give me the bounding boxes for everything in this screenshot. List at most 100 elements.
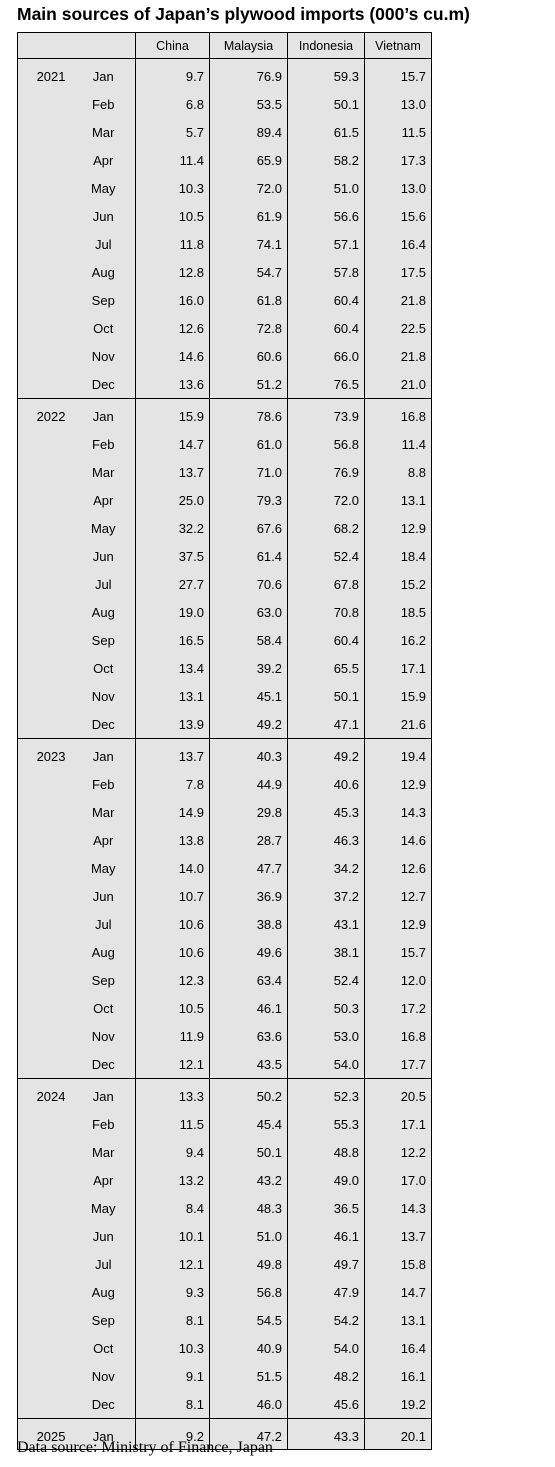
- value-cell-malaysia: 72.0: [209, 174, 288, 202]
- value-cell-vietnam: 14.3: [364, 798, 432, 826]
- value-cell-vietnam: 17.1: [364, 1110, 432, 1138]
- value-cell-vietnam: 15.9: [364, 682, 432, 710]
- table-row: Nov 13.1 45.1 50.1 15.9: [17, 682, 432, 710]
- value-cell-indonesia: 52.4: [287, 542, 365, 570]
- table-row: Jul 27.7 70.6 67.8 15.2: [17, 570, 432, 598]
- value-cell-vietnam: 18.4: [364, 542, 432, 570]
- value-cell-vietnam: 15.6: [364, 202, 432, 230]
- year-cell: [17, 570, 72, 598]
- year-cell: [17, 938, 72, 966]
- month-cell: Sep: [71, 626, 136, 654]
- table-row: Oct 10.5 46.1 50.3 17.2: [17, 994, 432, 1022]
- value-cell-vietnam: 16.4: [364, 230, 432, 258]
- year-group-2024: 2024 Jan 13.3 50.2 52.3 20.5 Feb 11.5 45.4 55.3 17…: [17, 1078, 432, 1419]
- data-source-note: Data source: Ministry of Finance, Japan: [17, 1439, 273, 1456]
- value-cell-vietnam: 17.1: [364, 654, 432, 682]
- value-cell-malaysia: 89.4: [209, 118, 288, 146]
- value-cell-vietnam: 13.1: [364, 486, 432, 514]
- value-cell-indonesia: 60.4: [287, 626, 365, 654]
- table-row: Nov 9.1 51.5 48.2 16.1: [17, 1362, 432, 1390]
- value-cell-vietnam: 17.7: [364, 1050, 432, 1079]
- value-cell-indonesia: 38.1: [287, 938, 365, 966]
- month-cell: Aug: [71, 1278, 136, 1306]
- value-cell-indonesia: 45.3: [287, 798, 365, 826]
- value-cell-china: 16.0: [135, 286, 210, 314]
- year-cell: [17, 342, 72, 370]
- value-cell-indonesia: 45.6: [287, 1390, 365, 1419]
- value-cell-indonesia: 55.3: [287, 1110, 365, 1138]
- value-cell-china: 37.5: [135, 542, 210, 570]
- value-cell-china: 10.6: [135, 910, 210, 938]
- value-cell-china: 13.1: [135, 682, 210, 710]
- value-cell-vietnam: 17.3: [364, 146, 432, 174]
- table-row: May 14.0 47.7 34.2 12.6: [17, 854, 432, 882]
- value-cell-vietnam: 14.7: [364, 1278, 432, 1306]
- value-cell-vietnam: 18.5: [364, 598, 432, 626]
- value-cell-malaysia: 38.8: [209, 910, 288, 938]
- value-cell-indonesia: 49.2: [287, 738, 365, 770]
- column-header: Vietnam: [364, 32, 432, 59]
- value-cell-vietnam: 12.9: [364, 514, 432, 542]
- month-cell: Oct: [71, 314, 136, 342]
- value-cell-china: 16.5: [135, 626, 210, 654]
- year-cell: [17, 314, 72, 342]
- month-cell: Nov: [71, 682, 136, 710]
- table-row: Sep 8.1 54.5 54.2 13.1: [17, 1306, 432, 1334]
- year-cell: [17, 966, 72, 994]
- value-cell-indonesia: 48.8: [287, 1138, 365, 1166]
- value-cell-malaysia: 78.6: [209, 398, 288, 430]
- value-cell-china: 11.5: [135, 1110, 210, 1138]
- column-header: China: [135, 32, 210, 59]
- month-cell: Mar: [71, 1138, 136, 1166]
- column-header: Indonesia: [287, 32, 365, 59]
- value-cell-indonesia: 61.5: [287, 118, 365, 146]
- value-cell-vietnam: 15.7: [364, 938, 432, 966]
- table-row: Jun 10.5 61.9 56.6 15.6: [17, 202, 432, 230]
- month-cell: Dec: [71, 710, 136, 739]
- table-row: May 10.3 72.0 51.0 13.0: [17, 174, 432, 202]
- table-row: 2022 Jan 15.9 78.6 73.9 16.8: [17, 398, 432, 430]
- value-cell-china: 12.8: [135, 258, 210, 286]
- value-cell-vietnam: 16.4: [364, 1334, 432, 1362]
- value-cell-china: 15.9: [135, 398, 210, 430]
- value-cell-malaysia: 50.2: [209, 1078, 288, 1110]
- value-cell-indonesia: 52.3: [287, 1078, 365, 1110]
- value-cell-china: 13.4: [135, 654, 210, 682]
- value-cell-indonesia: 59.3: [287, 58, 365, 90]
- table-row: Apr 11.4 65.9 58.2 17.3: [17, 146, 432, 174]
- value-cell-vietnam: 12.2: [364, 1138, 432, 1166]
- chart-title: Main sources of Japan’s plywood imports …: [17, 4, 470, 24]
- month-cell: Jul: [71, 1250, 136, 1278]
- table-row: Sep 16.0 61.8 60.4 21.8: [17, 286, 432, 314]
- year-cell: [17, 1050, 72, 1079]
- value-cell-vietnam: 17.0: [364, 1166, 432, 1194]
- year-cell: [17, 202, 72, 230]
- year-cell: [17, 118, 72, 146]
- table-row: May 8.4 48.3 36.5 14.3: [17, 1194, 432, 1222]
- year-group-2023: 2023 Jan 13.7 40.3 49.2 19.4 Feb 7.8 44.9 40.6 12.…: [17, 738, 432, 1079]
- year-cell: [17, 854, 72, 882]
- year-cell: [17, 598, 72, 626]
- table-row: Apr 13.8 28.7 46.3 14.6: [17, 826, 432, 854]
- value-cell-vietnam: 20.1: [364, 1418, 432, 1450]
- header-row: China Malaysia Indonesia Vietnam: [17, 32, 432, 59]
- table-row: 2021 Jan 9.7 76.9 59.3 15.7: [17, 58, 432, 90]
- value-cell-vietnam: 13.1: [364, 1306, 432, 1334]
- value-cell-indonesia: 57.8: [287, 258, 365, 286]
- plywood-imports-table: China Malaysia Indonesia Vietnam 2021 Jan…: [17, 32, 432, 1450]
- value-cell-malaysia: 45.1: [209, 682, 288, 710]
- year-cell: [17, 1250, 72, 1278]
- value-cell-china: 14.6: [135, 342, 210, 370]
- value-cell-china: 13.9: [135, 710, 210, 739]
- table-row: Nov 11.9 63.6 53.0 16.8: [17, 1022, 432, 1050]
- value-cell-china: 13.8: [135, 826, 210, 854]
- month-cell: Jan: [71, 738, 136, 770]
- value-cell-malaysia: 79.3: [209, 486, 288, 514]
- year-cell: [17, 542, 72, 570]
- year-cell: [17, 626, 72, 654]
- value-cell-malaysia: 45.4: [209, 1110, 288, 1138]
- value-cell-indonesia: 50.1: [287, 682, 365, 710]
- year-cell: 2023: [17, 738, 72, 770]
- table-row: Aug 10.6 49.6 38.1 15.7: [17, 938, 432, 966]
- value-cell-indonesia: 57.1: [287, 230, 365, 258]
